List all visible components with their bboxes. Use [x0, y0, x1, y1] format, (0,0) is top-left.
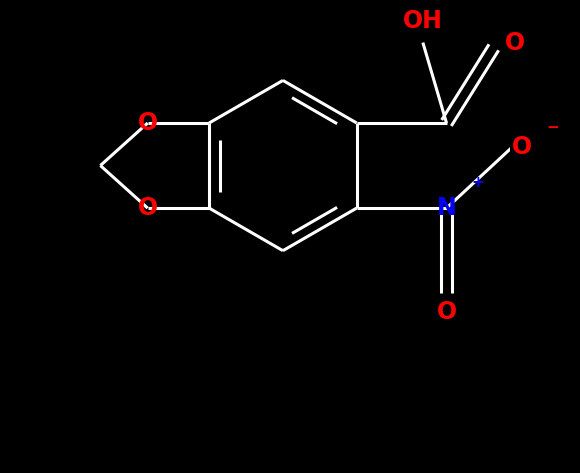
- Text: N: N: [437, 196, 456, 220]
- Text: O: O: [137, 196, 158, 220]
- Text: O: O: [137, 111, 158, 135]
- Text: O: O: [505, 31, 525, 54]
- Text: O: O: [436, 300, 456, 324]
- Text: OH: OH: [403, 9, 443, 33]
- Text: +: +: [471, 175, 484, 190]
- Text: −: −: [546, 120, 559, 135]
- Text: O: O: [512, 135, 532, 158]
